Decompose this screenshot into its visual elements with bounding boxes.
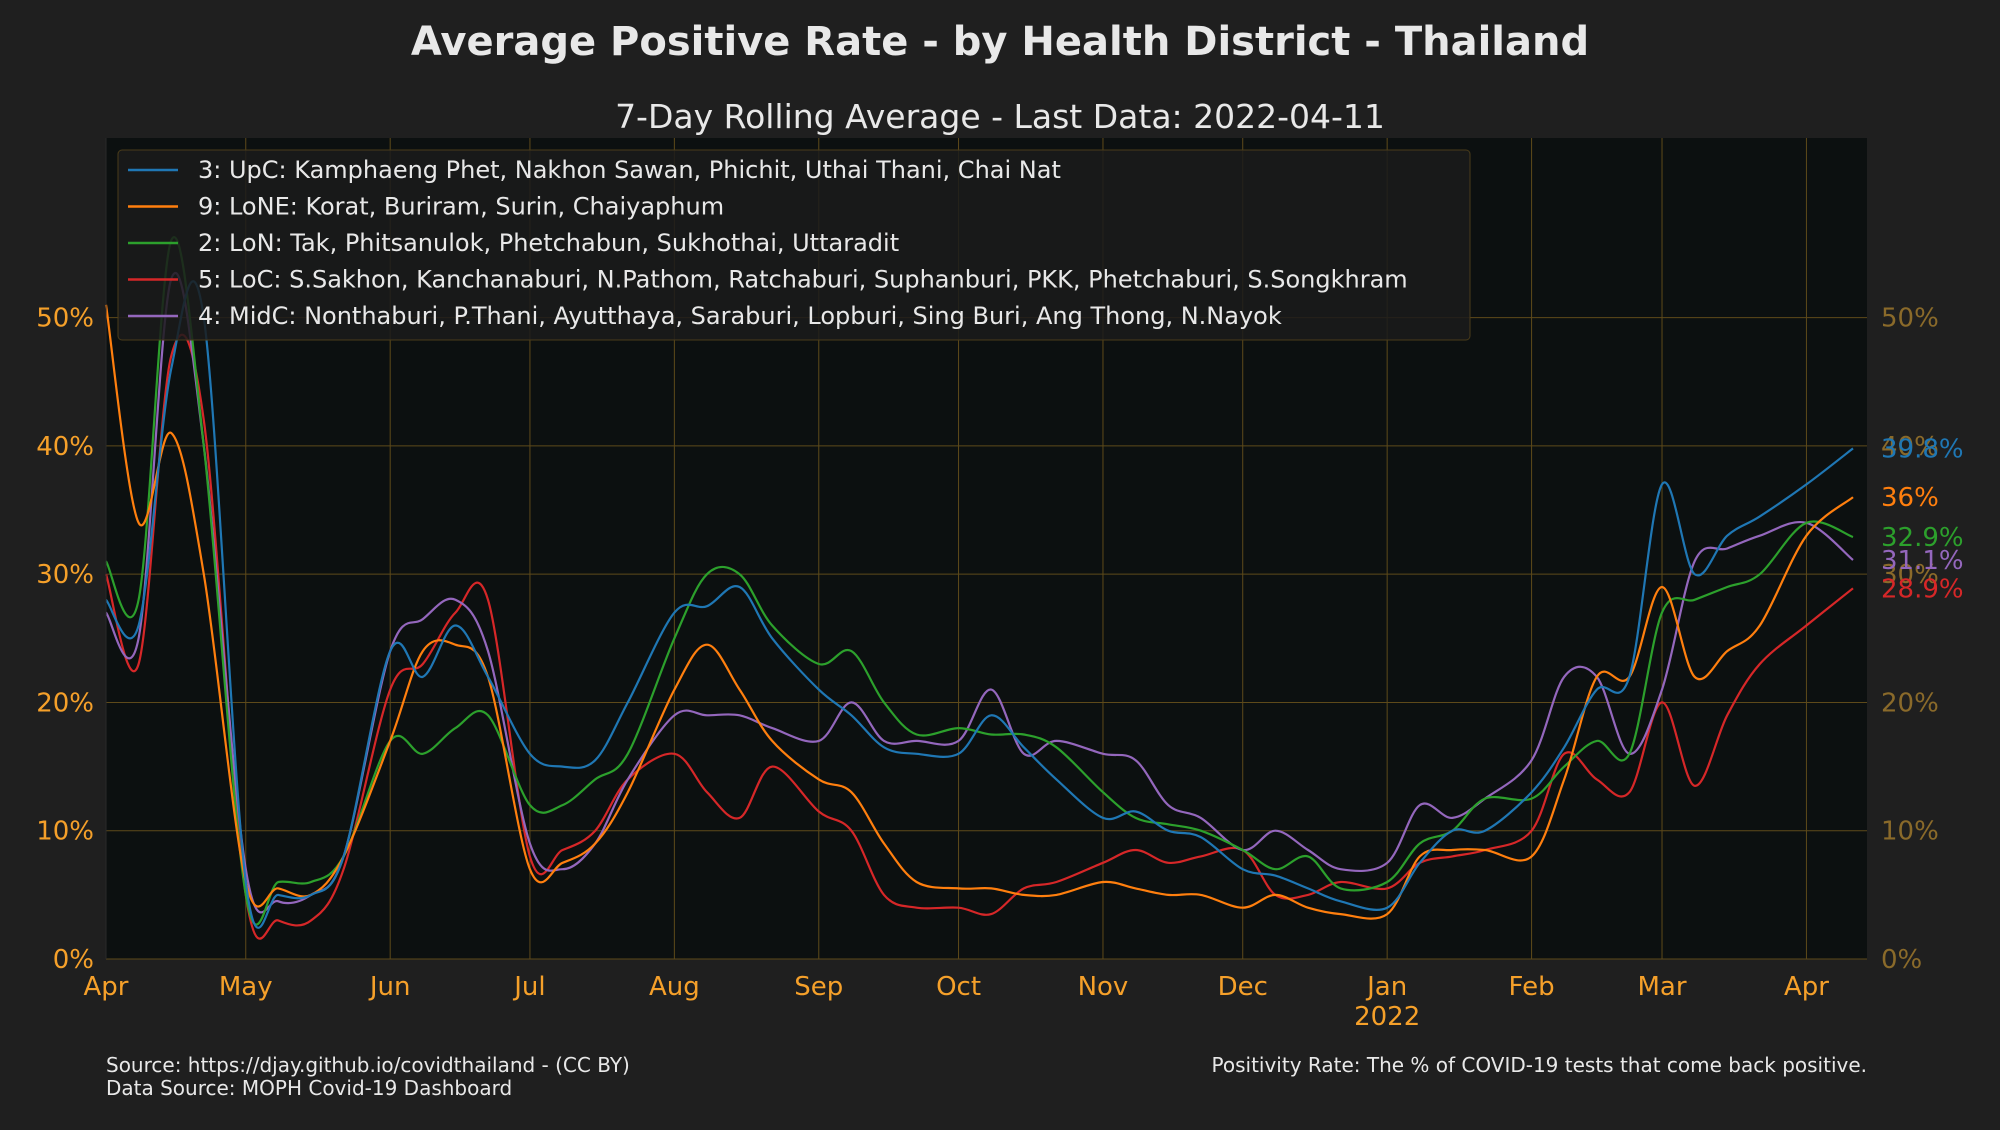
x-tick-label: Mar — [1637, 972, 1686, 1002]
x-tick-label: Dec — [1218, 972, 1268, 1002]
y-tick-label-left: 0% — [53, 945, 94, 975]
y-tick-label-left: 10% — [36, 817, 94, 847]
legend-box — [117, 149, 1471, 341]
series-line — [105, 236, 1854, 926]
legend-entry-label: 4: MidC: Nonthaburi, P.Thani, Ayutthaya,… — [198, 302, 1282, 330]
y-tick-label-right: 30% — [1881, 560, 1939, 590]
y-tick-label-left: 50% — [36, 304, 94, 334]
series-lines — [104, 236, 1854, 940]
x-tick-label: Apr — [84, 972, 129, 1002]
footer-source: Source: https://djay.github.io/covidthai… — [106, 1053, 630, 1077]
chart-title: Average Positive Rate - by Health Distri… — [411, 19, 1589, 65]
x-tick-label: Oct — [936, 972, 981, 1002]
legend-entry-label: 5: LoC: S.Sakhon, Kanchanaburi, N.Pathom… — [198, 266, 1408, 294]
legend-entry-label: 3: UpC: Kamphaeng Phet, Nakhon Sawan, Ph… — [198, 156, 1061, 184]
x-year-label: 2022 — [1354, 1002, 1420, 1032]
series-line — [105, 271, 1854, 914]
y-tick-label-left: 30% — [36, 560, 94, 590]
y-tick-label-right: 0% — [1881, 945, 1922, 975]
end-value-label: 39.8% — [1881, 434, 1964, 464]
end-value-label: 36% — [1881, 483, 1939, 513]
x-tick-label: Feb — [1509, 972, 1555, 1002]
legend-entry-label: 9: LoNE: Korat, Buriram, Surin, Chaiyaph… — [198, 193, 724, 221]
series-line — [105, 280, 1854, 929]
legend-entry-label: 2: LoN: Tak, Phitsanulok, Phetchabun, Su… — [198, 229, 899, 257]
x-tick-label: Nov — [1078, 972, 1129, 1002]
y-tick-label-left: 20% — [36, 688, 94, 718]
y-tick-label-right: 50% — [1881, 304, 1939, 334]
x-tick-label: Jan — [1365, 972, 1407, 1002]
y-tick-label-right: 10% — [1881, 817, 1939, 847]
end-value-label: 31.1% — [1881, 546, 1964, 576]
x-tick-label: Apr — [1784, 972, 1829, 1002]
x-tick-label: May — [219, 972, 273, 1002]
axes: 0% 0% 10% 10% 20% 20% 30% 30% 40% 40% 50% 50% Apr May… — [36, 138, 1939, 1032]
end-value-label: 32.9% — [1881, 523, 1964, 553]
end-value-label: 28.9% — [1881, 574, 1964, 604]
footer-data-source: Data Source: MOPH Covid-19 Dashboard — [106, 1076, 512, 1100]
series-line — [104, 333, 1854, 940]
x-tick-label: Jun — [368, 972, 411, 1002]
legend: 3: UpC: Kamphaeng Phet, Nakhon Sawan, Ph… — [117, 149, 1471, 341]
y-tick-label-left: 40% — [36, 432, 94, 462]
x-tick-label: Aug — [649, 972, 700, 1002]
x-tick-label: Sep — [794, 972, 843, 1002]
y-tick-label-right: 40% — [1881, 432, 1939, 462]
chart-subtitle: 7-Day Rolling Average - Last Data: 2022-… — [615, 97, 1385, 136]
x-tick-label: Jul — [512, 972, 545, 1002]
y-tick-label-right: 20% — [1881, 688, 1939, 718]
footer-note: Positivity Rate: The % of COVID-19 tests… — [1212, 1053, 1867, 1077]
end-labels: 39.8% 36% 32.9% 28.9%31.1% — [1881, 434, 1964, 604]
